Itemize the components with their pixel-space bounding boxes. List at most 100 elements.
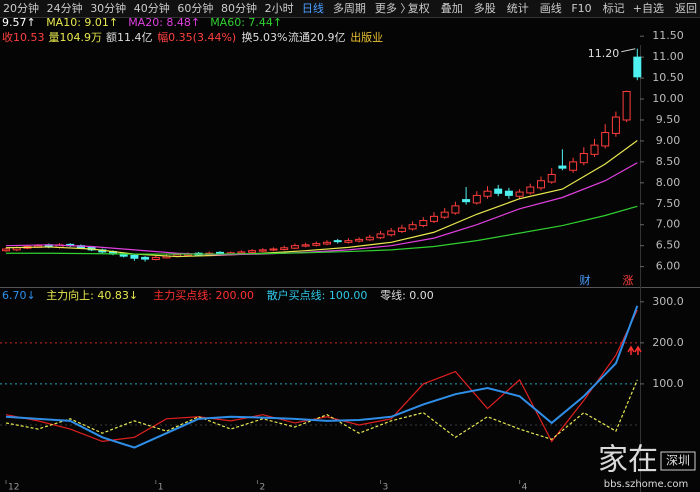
candle-body [376, 233, 385, 239]
watermark-box [660, 451, 696, 471]
info-text: 流通20.9亿 [288, 30, 346, 44]
candle-body [526, 186, 535, 194]
y-tick-label: 9.50 [656, 113, 681, 126]
candle-body [515, 191, 524, 197]
tool-button[interactable]: F10 [571, 2, 591, 15]
y-tick-label: 7.50 [656, 197, 681, 210]
tool-button[interactable]: 多股 [474, 1, 496, 15]
legend-entry: MA10: 9.01↑ [46, 16, 118, 29]
candle-body [408, 224, 417, 230]
tool-button[interactable]: 复权 [408, 1, 430, 15]
candle-body [397, 227, 406, 232]
candle-body [601, 132, 610, 147]
period-tab[interactable]: 多周期 [333, 1, 366, 15]
watermark-url: bbs.szhome.com [604, 479, 688, 490]
candle-body [301, 244, 310, 247]
event-marker[interactable]: 财 [580, 273, 591, 287]
period-tab[interactable]: 更多 〉 [375, 1, 412, 15]
candle-body [151, 256, 160, 260]
candle-body [504, 190, 513, 196]
candle-body [579, 153, 588, 164]
candle-body [494, 188, 503, 194]
candle-body [611, 116, 620, 134]
candle-body [419, 220, 428, 227]
candle-body [258, 249, 267, 252]
y-tick-label: 11.50 [652, 29, 684, 42]
y-tick-label: 6.50 [656, 239, 681, 252]
period-tab[interactable]: 30分钟 [90, 1, 126, 15]
x-tick-label: 1 [158, 483, 164, 492]
y-tick-label: 8.00 [656, 176, 681, 189]
candle-body [312, 243, 321, 246]
legend-value: 9.57↑ [2, 16, 36, 29]
y-tick-label: 9.00 [656, 134, 681, 147]
candle-body [387, 230, 396, 236]
tool-button[interactable]: 画线 [540, 1, 562, 15]
y-tick-label: 10.00 [652, 92, 684, 105]
tool-button[interactable]: 统计 [507, 2, 529, 15]
candle-body [269, 248, 278, 251]
indicator-legend: 6.70↓ [2, 289, 36, 302]
candle-body [280, 247, 289, 250]
candle-body [333, 240, 342, 243]
x-tick-label: 3 [383, 483, 389, 492]
candle-body [2, 248, 10, 252]
candle-body [130, 254, 139, 259]
candle-body [440, 211, 449, 218]
candle-body [633, 56, 642, 78]
candle-body [483, 190, 492, 197]
info-text: 量104.9万 [49, 31, 103, 44]
x-tick-label: 12 [8, 483, 19, 492]
ma-line [6, 205, 638, 255]
legend-entry: MA60: 7.44↑ [210, 16, 282, 29]
ma-line [5, 162, 638, 256]
annotation-label: 11.20 [588, 47, 620, 60]
candle-body [248, 250, 257, 253]
period-tab[interactable]: 2小时 [265, 2, 294, 15]
candle-body [547, 173, 556, 183]
ma-line [5, 140, 638, 258]
period-tab[interactable]: 40分钟 [134, 1, 170, 15]
candle-body [537, 180, 545, 189]
candle-body [590, 144, 599, 155]
tool-button[interactable]: 返回 [675, 2, 697, 15]
y-tick-label: 11.00 [652, 50, 684, 63]
y-tick-label: 300.0 [652, 295, 684, 308]
candle-body [622, 90, 631, 121]
watermark-box-text: 深圳 [666, 454, 690, 468]
x-tick-label: 2 [259, 483, 265, 492]
indicator-line [5, 309, 638, 443]
y-tick-label: 200.0 [652, 336, 684, 349]
event-marker[interactable]: 涨 [623, 274, 634, 287]
annotation-arrow [621, 48, 636, 53]
tool-button[interactable]: +自选 [633, 2, 664, 15]
candle-body [430, 215, 438, 222]
y-tick-label: 10.50 [652, 71, 684, 84]
period-tab[interactable]: 60分钟 [177, 1, 213, 15]
x-tick-label: 4 [522, 483, 528, 492]
candle-body [237, 251, 246, 254]
indicator-legend: 主力买点线: 200.00 [153, 288, 254, 302]
buy-arrows [627, 345, 642, 355]
info-text: 收10.53 [2, 30, 45, 44]
candle-body [290, 245, 299, 249]
tool-button[interactable]: 叠加 [441, 2, 463, 15]
info-text: 换5.03% [242, 30, 288, 44]
candle-body [365, 236, 374, 241]
period-tab[interactable]: 日线 [302, 1, 324, 15]
info-text: 额11.4亿 [106, 31, 153, 44]
candle-body [462, 199, 471, 203]
indicator-line [5, 379, 638, 441]
y-tick-label: 7.00 [656, 218, 681, 231]
info-text: 幅0.35(3.44%) [157, 31, 236, 44]
candle-body [451, 205, 460, 214]
legend-entry: MA20: 8.48↑ [128, 16, 200, 29]
toolbar-bg [0, 0, 700, 17]
watermark-main: 家在 [598, 443, 658, 478]
period-tab[interactable]: 20分钟 [3, 1, 39, 15]
period-tab[interactable]: 80分钟 [221, 1, 257, 15]
tool-button[interactable]: 标记 [603, 1, 625, 15]
period-tab[interactable]: 24分钟 [47, 1, 83, 15]
